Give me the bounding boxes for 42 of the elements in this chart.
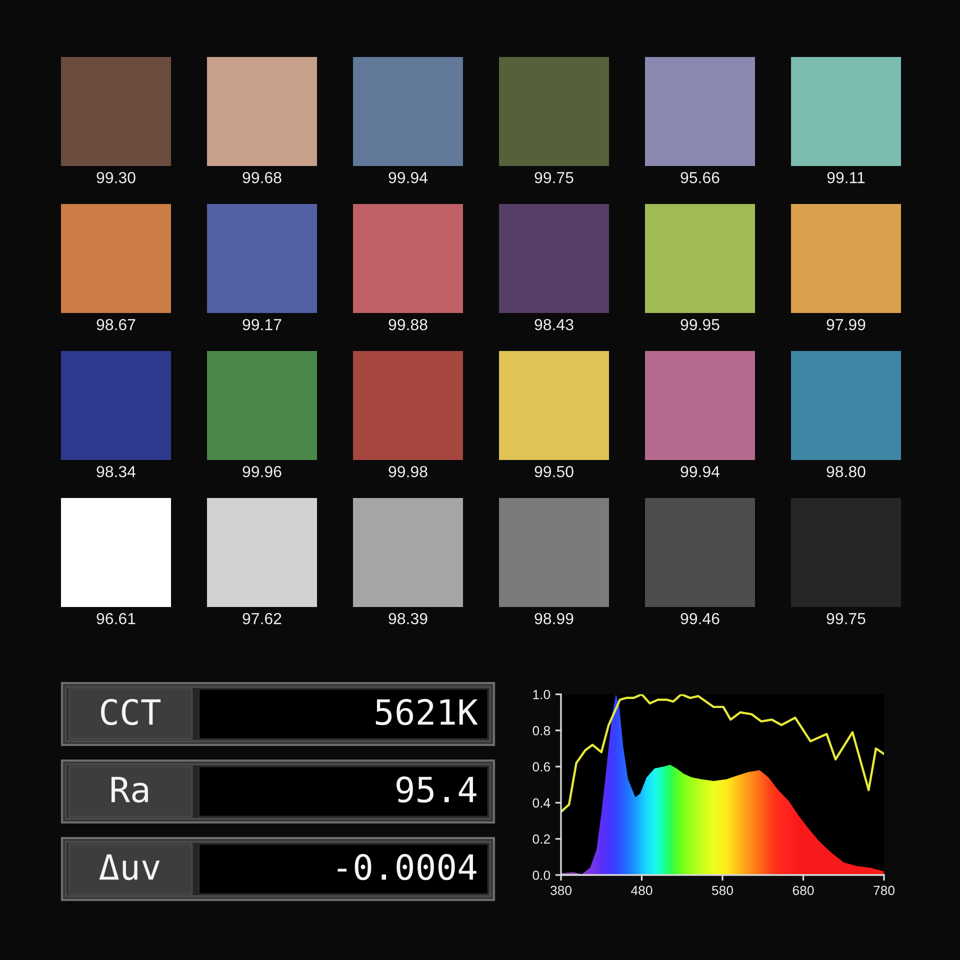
- y-tick-label: 0.6: [532, 762, 550, 772]
- data-label: 5621K: [376, 698, 478, 726]
- data-label: 98.99: [534, 612, 574, 624]
- data-label: 98.67: [96, 318, 136, 330]
- data-label: 99.88: [388, 318, 428, 330]
- data-label: 95.66: [680, 172, 720, 184]
- data-label: 99.96: [242, 466, 282, 478]
- data-label: 99.94: [388, 172, 428, 184]
- data-label: 99.94: [680, 466, 720, 478]
- data-label: 99.75: [826, 612, 866, 624]
- x-tick-label: 580: [712, 886, 733, 896]
- data-label: 98.39: [388, 612, 428, 624]
- data-label: 98.34: [96, 466, 136, 478]
- data-label: 97.99: [826, 318, 866, 330]
- y-tick-label: 0.0: [532, 870, 550, 880]
- data-label: 97.62: [242, 612, 282, 624]
- y-tick-label: 1.0: [533, 690, 550, 700]
- category-label: CCT: [101, 698, 161, 726]
- x-tick-label: 780: [874, 886, 894, 896]
- data-label: 99.11: [827, 172, 865, 184]
- x-tick-label: 480: [631, 886, 652, 896]
- data-label: -0.0004: [338, 854, 476, 880]
- data-label: 96.61: [96, 612, 136, 624]
- data-label: 99.50: [534, 466, 574, 478]
- x-tick-label: 380: [550, 886, 572, 896]
- data-label: 98.80: [826, 466, 866, 478]
- y-tick-label: 0.8: [532, 726, 550, 736]
- y-tick-label: 0.2: [532, 834, 550, 844]
- data-label: 99.75: [534, 172, 574, 184]
- data-label: 99.46: [680, 612, 720, 624]
- line-series: [561, 694, 884, 813]
- data-label: 99.68: [242, 172, 282, 184]
- x-tick-label: 680: [792, 886, 814, 896]
- data-label: 99.95: [680, 318, 720, 330]
- y-tick-label: 0.4: [532, 798, 550, 808]
- data-label: 95.4: [396, 776, 476, 803]
- category-label: Ra: [112, 776, 148, 803]
- data-label: 99.30: [96, 172, 136, 184]
- data-label: 99.98: [388, 466, 428, 478]
- category-label: Δuv: [99, 854, 160, 880]
- data-label: 99.17: [242, 318, 282, 330]
- data-label: 98.43: [534, 318, 574, 330]
